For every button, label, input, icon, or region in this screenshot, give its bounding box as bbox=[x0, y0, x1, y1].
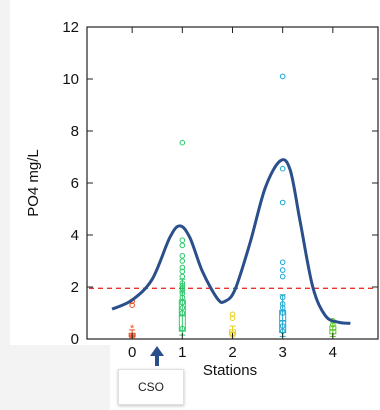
y-axis-title: PO4 mg/L bbox=[25, 149, 42, 217]
outlier-point bbox=[179, 242, 186, 249]
x-tick-label: 1 bbox=[178, 344, 186, 361]
outlier-point bbox=[179, 305, 186, 311]
bottom-background-panel bbox=[10, 345, 110, 410]
outlier-point bbox=[179, 139, 186, 146]
outlier-point bbox=[279, 301, 286, 307]
outlier-point bbox=[179, 253, 186, 259]
outlier-point bbox=[279, 323, 286, 329]
outlier-point bbox=[179, 264, 186, 271]
outlier-point bbox=[179, 273, 186, 280]
outlier-point bbox=[179, 282, 186, 289]
extreme-point: * bbox=[130, 323, 135, 335]
outlier-point bbox=[179, 325, 186, 332]
x-axis-title: Stations bbox=[203, 362, 257, 379]
outlier-point bbox=[279, 165, 286, 172]
trend-curve bbox=[111, 158, 351, 325]
station-groups-layer: * bbox=[128, 73, 337, 339]
station-group-0: * bbox=[128, 298, 136, 339]
outlier-point bbox=[179, 288, 186, 294]
y-tick-label: 4 bbox=[71, 227, 79, 244]
outlier-point bbox=[229, 311, 236, 318]
outlier-point bbox=[179, 280, 186, 286]
y-tick-label: 0 bbox=[71, 331, 79, 348]
cso-label: CSO bbox=[137, 380, 164, 394]
outlier-point bbox=[279, 305, 286, 311]
outlier-point bbox=[179, 258, 186, 264]
outlier-point bbox=[279, 294, 286, 301]
outlier-point bbox=[129, 302, 135, 309]
station-group-1 bbox=[178, 139, 186, 336]
outlier-point bbox=[279, 199, 286, 206]
y-tick-label: 10 bbox=[62, 71, 79, 88]
x-tick-label: 2 bbox=[228, 344, 236, 361]
outlier-point bbox=[179, 290, 186, 297]
left-background-panel bbox=[0, 0, 10, 410]
outlier-point bbox=[179, 285, 186, 292]
cso-annotation-box: CSO bbox=[118, 369, 184, 405]
outlier-point bbox=[279, 310, 286, 316]
outlier-point bbox=[229, 315, 236, 322]
outlier-point bbox=[279, 273, 286, 280]
outlier-point bbox=[179, 294, 186, 301]
cso-arrow bbox=[150, 346, 164, 366]
outlier-point bbox=[179, 237, 186, 243]
outlier-point bbox=[279, 259, 286, 266]
trend-curve-layer bbox=[111, 158, 351, 325]
y-tick-label: 6 bbox=[71, 175, 79, 192]
outlier-point bbox=[279, 267, 286, 273]
y-tick-label: 2 bbox=[71, 279, 79, 296]
outlier-point bbox=[179, 299, 186, 306]
x-tick-label: 3 bbox=[279, 344, 287, 361]
station-group-3 bbox=[279, 73, 287, 337]
outlier-point bbox=[279, 73, 286, 80]
outlier-point bbox=[179, 268, 186, 275]
outlier-point bbox=[179, 310, 186, 316]
y-tick-label: 12 bbox=[62, 19, 79, 36]
x-tick-label: 0 bbox=[128, 344, 136, 361]
x-tick-label: 4 bbox=[329, 344, 337, 361]
y-tick-label: 8 bbox=[71, 123, 79, 140]
